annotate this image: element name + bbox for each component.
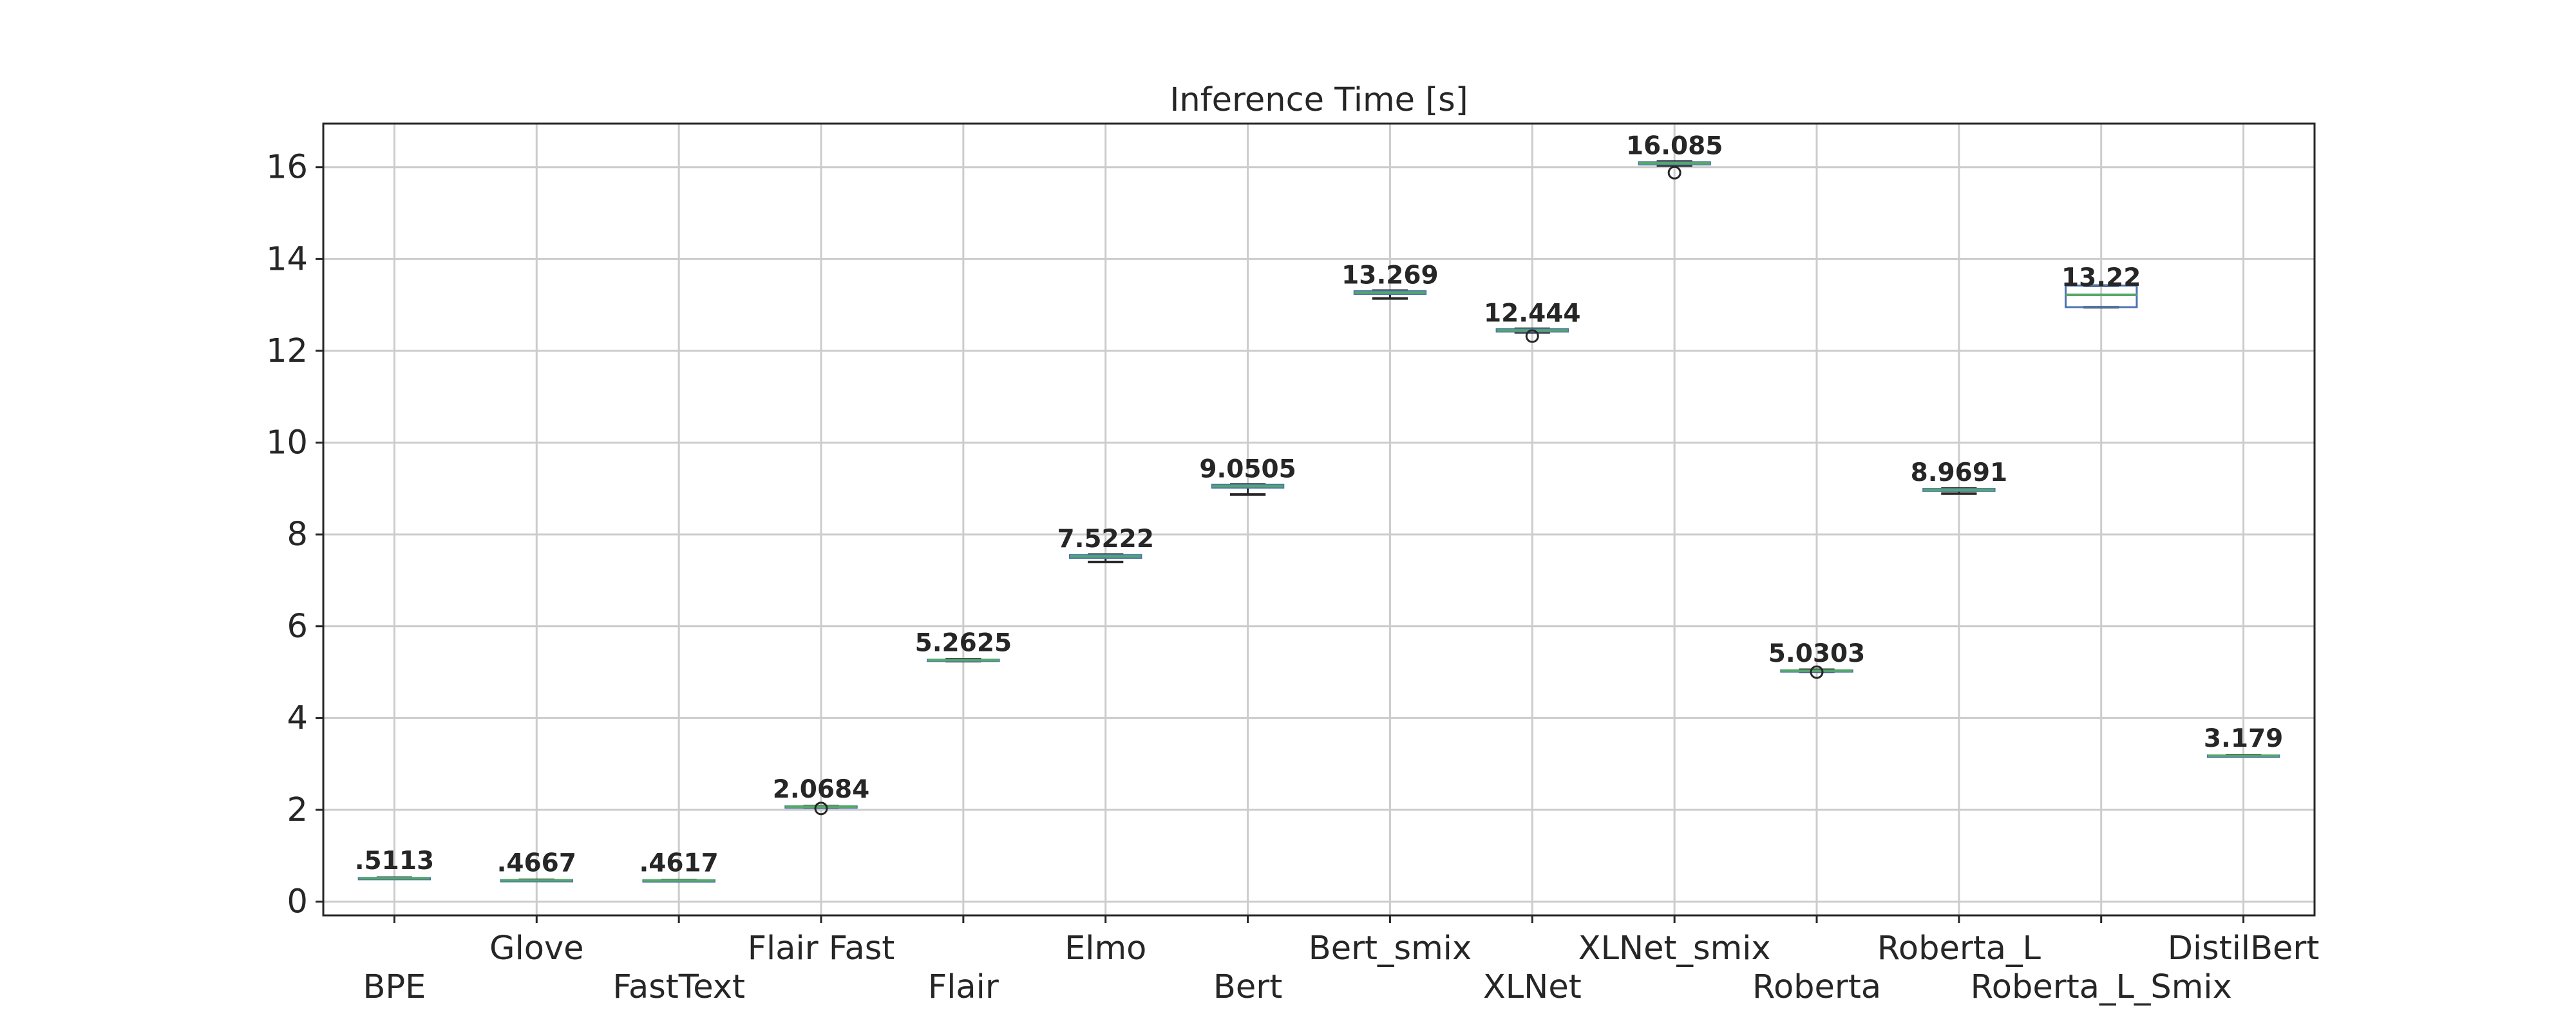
data-label: 9.0505: [1199, 454, 1296, 483]
y-tick-label: 2: [287, 791, 308, 829]
y-tick-label: 8: [287, 516, 308, 554]
data-label: 12.444: [1484, 299, 1581, 328]
x-tick-label: Roberta_L: [1877, 930, 2041, 968]
x-tick-label: Elmo: [1065, 930, 1146, 968]
x-tick-label: DistilBert: [2168, 930, 2320, 968]
x-tick-label: FastText: [612, 968, 745, 1006]
data-label: 8.9691: [1911, 458, 2008, 487]
x-tick-label: Roberta: [1752, 968, 1881, 1006]
y-tick-label: 16: [266, 149, 308, 187]
data-label: 5.0303: [1768, 639, 1866, 668]
box-bpe: [357, 876, 431, 881]
data-label: 3.179: [2204, 724, 2283, 753]
x-tick-label: XLNet: [1483, 968, 1582, 1006]
data-label: 13.269: [1341, 261, 1439, 290]
data-label: 7.5222: [1057, 525, 1154, 554]
plot-frame: [322, 122, 2316, 917]
data-label: .5113: [355, 847, 434, 876]
box-bert: [1211, 483, 1285, 496]
box-flair: [927, 658, 1000, 662]
box-elmo: [1069, 553, 1142, 563]
data-label: 13.22: [2061, 263, 2141, 292]
ticks-layer: [316, 166, 2245, 923]
box-iqr: [2065, 285, 2138, 308]
outlier-point: [1810, 665, 1824, 679]
x-tick-label: Bert: [1213, 968, 1282, 1006]
x-tick-label: Glove: [489, 930, 583, 968]
box-distilbert: [2206, 754, 2280, 758]
box-roberta-l: [1922, 487, 1996, 495]
y-tick-label: 10: [266, 424, 308, 462]
boxes-layer: [357, 160, 2280, 883]
y-tick-label: 6: [287, 608, 308, 646]
box-xlnet-smix: [1638, 160, 1711, 180]
data-label: 16.085: [1626, 132, 1723, 161]
y-tick-label: 14: [266, 240, 308, 278]
labels-layer: 0 2 4 6 8 10 12 14 16 .5113 BPE .4667 Glove .4617 Fast…: [266, 132, 2319, 1006]
data-label: 5.2625: [915, 628, 1012, 657]
outlier-point: [1667, 165, 1681, 180]
x-tick-label: Flair Fast: [748, 930, 895, 968]
x-tick-label: XLNet_smix: [1578, 930, 1771, 968]
box-flair-fast: [784, 801, 858, 816]
y-tick-label: 4: [287, 699, 308, 737]
box-roberta: [1780, 665, 1853, 679]
data-label: 2.0684: [773, 775, 870, 804]
box-glove: [500, 878, 573, 883]
outlier-point: [814, 801, 828, 816]
box-fasttext: [642, 879, 715, 883]
data-label: .4667: [497, 848, 576, 877]
box-xlnet: [1495, 327, 1569, 343]
x-tick-label: Bert_smix: [1309, 930, 1472, 968]
box-bert-smix: [1353, 289, 1427, 300]
grid-layer: [323, 124, 2315, 915]
data-label: .4617: [639, 849, 718, 878]
x-tick-label: Roberta_L_Smix: [1971, 968, 2232, 1006]
x-tick-label: Flair: [928, 968, 999, 1006]
y-tick-label: 0: [287, 883, 308, 921]
box-roberta-l-smix: [2065, 284, 2138, 309]
y-tick-label: 12: [266, 332, 308, 370]
outlier-point: [1525, 329, 1539, 343]
chart-title: Inference Time [s]: [1170, 81, 1468, 119]
x-tick-label: BPE: [363, 968, 426, 1006]
